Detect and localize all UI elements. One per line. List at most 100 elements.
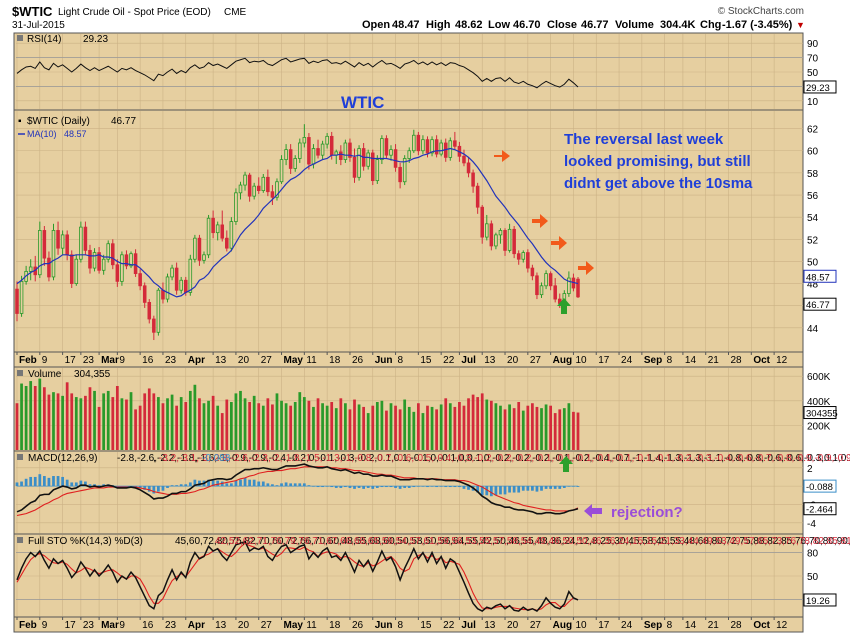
sto-k-value: 45,60,72,80,75,82,70,60,72,66,70,60,48,5…: [175, 536, 850, 547]
volume-bar-down: [47, 394, 51, 450]
candle-down: [266, 176, 270, 193]
macd-hist-bar: [412, 486, 416, 488]
macd-hist-bar: [38, 474, 42, 487]
volume-bar-up: [375, 402, 379, 450]
volume-bar-down: [65, 382, 69, 450]
volume-bar-down: [553, 413, 557, 450]
volume-bar-down: [471, 394, 475, 450]
rsi-legend: RSI(14) 29.23: [17, 34, 108, 45]
date-axis-label: 16: [142, 355, 154, 366]
candle-up: [79, 226, 83, 260]
macd-hist-bar: [157, 486, 160, 492]
volume-bar-up: [93, 390, 96, 450]
volume-bar-down: [147, 388, 151, 450]
volume-bar-down: [134, 409, 137, 450]
volume-bar-down: [467, 398, 470, 450]
macd-hist-bar: [494, 486, 498, 496]
date-axis-bottom-label: 18: [329, 620, 341, 631]
date-axis-bottom-label: 13: [215, 620, 227, 631]
volume-bar-down: [42, 387, 46, 450]
candle-down: [83, 226, 88, 251]
volume-bar-up: [280, 400, 283, 450]
volume-bar-up: [61, 395, 64, 450]
candle-up: [215, 224, 220, 234]
candle-down: [416, 134, 421, 152]
volume-bar-up: [412, 411, 416, 450]
plot-marks: [15, 57, 580, 613]
candle-down: [247, 174, 252, 197]
candle-down: [88, 249, 92, 269]
volume-label: Volume: [28, 369, 62, 380]
date-axis-bottom-label: 17: [65, 620, 77, 631]
macd-hist-bar: [535, 486, 539, 492]
candle-down: [339, 151, 343, 161]
annotation-note-line-2: looked promising, but still: [564, 153, 751, 170]
macd-hist-bar: [193, 479, 197, 487]
volume-value: 304,355: [74, 369, 111, 380]
macd-hist-bar: [216, 480, 220, 487]
macd-hist-bar: [271, 484, 274, 487]
rsi-line: [16, 57, 579, 89]
macd-hist-bar: [97, 485, 101, 487]
candle-down: [526, 252, 530, 269]
date-axis-label: 8: [398, 355, 404, 366]
orange-arrow-icon: [578, 261, 594, 275]
price_panel-y-tick: 62: [807, 125, 819, 136]
candle-up: [430, 139, 434, 154]
candle-up: [92, 252, 97, 269]
candle-up: [51, 230, 56, 278]
candle-up: [188, 258, 193, 293]
macd-hist-bar: [453, 486, 457, 488]
volume-bar-down: [88, 387, 92, 450]
volume-bar-up: [380, 400, 384, 450]
volume-bar-up: [193, 384, 197, 450]
volume-bar-up: [120, 398, 124, 450]
candle-down: [489, 223, 494, 247]
date-axis-band-bottom: [13, 616, 804, 633]
macd-hist-bar: [229, 483, 233, 487]
macd-hist-bar: [257, 481, 261, 487]
candle-down: [15, 288, 19, 314]
macd-hist-bar: [462, 486, 466, 489]
volume-bar-down: [480, 393, 484, 450]
macd-hist-bar: [266, 483, 270, 487]
volume-bar-down: [398, 409, 402, 450]
volume-bar-down: [138, 405, 142, 450]
price-legend-symbol: $WTIC (Daily): [27, 116, 90, 127]
price_panel-y-tick: 52: [807, 235, 819, 246]
price_panel-y-tick: 54: [807, 213, 819, 224]
candle-down: [576, 278, 580, 298]
candle-down: [69, 254, 74, 284]
volume-bar-down: [125, 399, 128, 450]
price_panel-y-tick: 56: [807, 191, 819, 202]
macd-hist-bar: [261, 481, 265, 487]
date-axis-label: 27: [530, 355, 542, 366]
annotation-title: WTIC: [341, 93, 384, 112]
candle-up: [421, 139, 425, 152]
macd-hist-bar: [348, 486, 352, 488]
volume-bar-down: [385, 410, 388, 450]
candle-down: [197, 237, 202, 261]
macd-label: MACD(12,26,9): [28, 453, 97, 464]
macd-hist-bar: [544, 486, 548, 489]
volume-bar-up: [325, 405, 329, 450]
candle-up: [507, 228, 512, 251]
macd-hist-bar: [29, 476, 33, 487]
candle-down: [133, 253, 138, 275]
macd-hist-bar: [61, 476, 64, 487]
volume-bar-down: [97, 406, 101, 450]
volume-bar-up: [157, 397, 160, 450]
rsi_panel-y-tick: 90: [807, 39, 819, 50]
volume-bar-up: [243, 398, 247, 450]
rsi-label: RSI(14): [27, 34, 61, 45]
price_panel-y-tick: 44: [807, 324, 819, 335]
date-axis-bottom-label: 28: [731, 620, 743, 631]
volume-bar-down: [371, 405, 375, 450]
volume-bar-down: [15, 403, 19, 450]
macd-hist-bar: [74, 482, 78, 487]
candle-up: [389, 149, 393, 156]
volume-bar-up: [129, 392, 133, 450]
date-axis-bottom-label: May: [284, 620, 304, 631]
candle-up: [366, 152, 370, 167]
candle-up: [402, 158, 407, 183]
